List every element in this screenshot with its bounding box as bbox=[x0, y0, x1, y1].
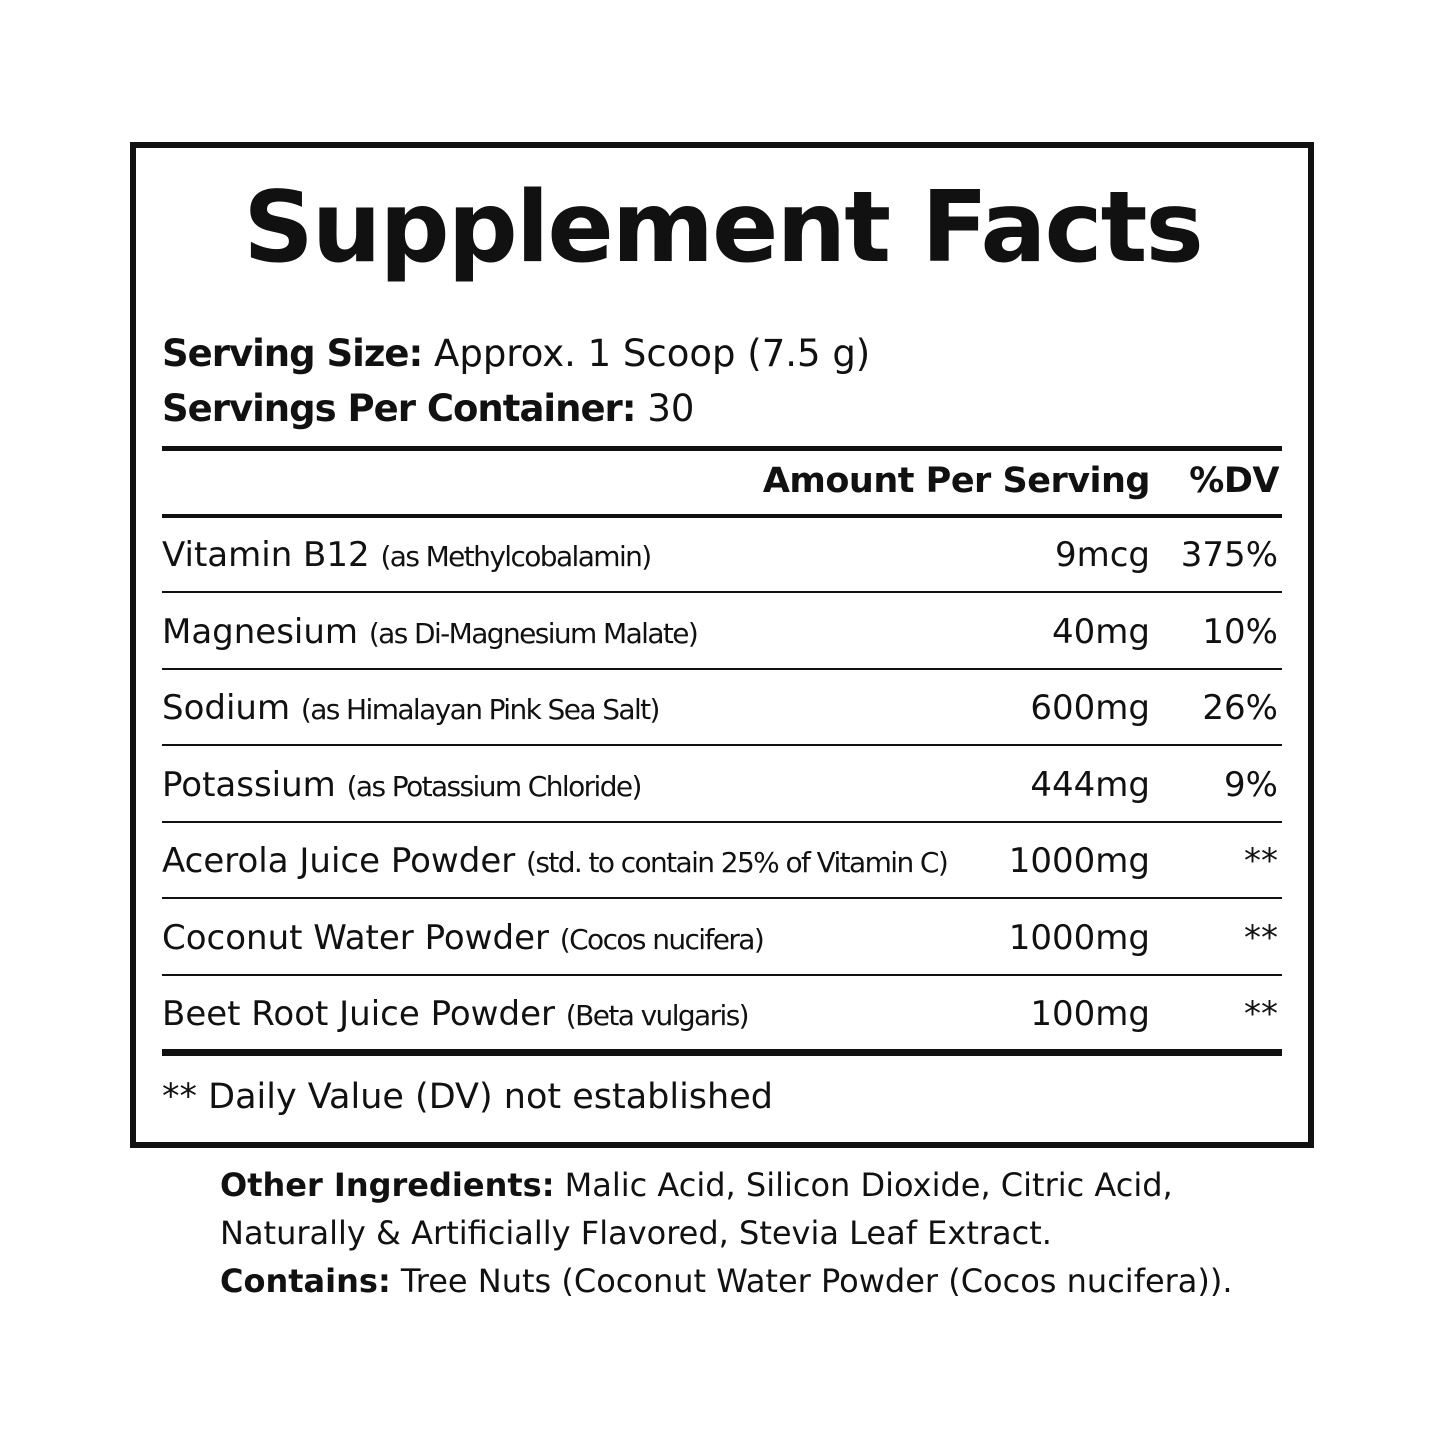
ingredient-name: Beet Root Juice Powder (Beta vulgaris) bbox=[162, 994, 750, 1034]
row-divider bbox=[162, 897, 1282, 899]
ingredient-amount: 600mg bbox=[1030, 688, 1150, 728]
other-ingredients-cont: Naturally & Artificially Flavored, Stevi… bbox=[220, 1214, 1052, 1252]
serving-size: Serving Size: Approx. 1 Scoop (7.5 g) bbox=[162, 332, 871, 375]
ingredient-name: Acerola Juice Powder (std. to contain 25… bbox=[162, 841, 949, 881]
divider-thick bbox=[162, 446, 1282, 451]
ingredient-source: (as Potassium Chloride) bbox=[346, 769, 643, 803]
row-divider bbox=[162, 667, 1282, 670]
table-row: Vitamin B12 (as Methylcobalamin) 9mcg 375% bbox=[162, 532, 1282, 578]
ingredient-source: (std. to contain 25% of Vitamin C) bbox=[526, 846, 949, 879]
header-dv: %DV bbox=[1189, 461, 1279, 501]
ingredient-dv: 9% bbox=[1224, 764, 1278, 805]
ingredient-dv: ** bbox=[1244, 841, 1278, 881]
table-row: Sodium (as Himalayan Pink Sea Salt) 600mg… bbox=[162, 685, 1282, 731]
row-divider bbox=[162, 744, 1282, 746]
table-row: Magnesium (as Di-Magnesium Malate) 40mg 10… bbox=[162, 609, 1282, 655]
table-row: Coconut Water Powder (Cocos nucifera) 100… bbox=[162, 915, 1282, 961]
ingredient-name: Magnesium (as Di-Magnesium Malate) bbox=[162, 611, 699, 652]
header-amount: Amount Per Serving bbox=[762, 461, 1151, 501]
ingredient-source: (Cocos nucifera) bbox=[559, 922, 765, 956]
ingredient-amount: 100mg bbox=[1030, 994, 1150, 1034]
ingredient-dv: 375% bbox=[1180, 535, 1278, 575]
ingredient-dv: ** bbox=[1244, 917, 1278, 958]
ingredient-dv: 26% bbox=[1202, 688, 1278, 728]
table-row: Potassium (as Potassium Chloride) 444mg 9% bbox=[162, 762, 1282, 808]
ingredient-source: (as Methylcobalamin) bbox=[380, 540, 652, 573]
ingredient-amount: 1000mg bbox=[1008, 917, 1150, 958]
contains: Contains: Tree Nuts (Coconut Water Powde… bbox=[220, 1262, 1233, 1300]
ingredient-name: Vitamin B12 (as Methylcobalamin) bbox=[162, 535, 652, 575]
ingredient-name: Sodium (as Himalayan Pink Sea Salt) bbox=[162, 688, 661, 728]
servings-per-container: Servings Per Container: 30 bbox=[162, 387, 695, 430]
other-ingredients: Other Ingredients: Malic Acid, Silicon D… bbox=[220, 1166, 1173, 1204]
table-row: Beet Root Juice Powder (Beta vulgaris) 10… bbox=[162, 991, 1282, 1037]
ingredient-name: Potassium (as Potassium Chloride) bbox=[162, 764, 643, 805]
ingredient-source: (as Himalayan Pink Sea Salt) bbox=[300, 693, 661, 726]
divider-medium bbox=[162, 514, 1282, 518]
footnote: ** Daily Value (DV) not established bbox=[162, 1077, 773, 1117]
ingredient-dv: 10% bbox=[1202, 611, 1278, 652]
row-divider bbox=[162, 591, 1282, 593]
ingredient-source: (Beta vulgaris) bbox=[565, 999, 750, 1032]
panel-title: Supplement Facts bbox=[243, 171, 1204, 285]
divider-bottom bbox=[162, 1049, 1282, 1056]
ingredient-amount: 9mcg bbox=[1054, 535, 1150, 575]
ingredient-amount: 1000mg bbox=[1008, 841, 1150, 881]
ingredient-amount: 40mg bbox=[1052, 611, 1150, 652]
table-row: Acerola Juice Powder (std. to contain 25… bbox=[162, 838, 1282, 884]
ingredient-amount: 444mg bbox=[1030, 764, 1150, 805]
ingredient-source: (as Di-Magnesium Malate) bbox=[368, 616, 699, 650]
supplement-facts-panel bbox=[130, 142, 1314, 1148]
row-divider bbox=[162, 820, 1282, 823]
ingredient-dv: ** bbox=[1244, 994, 1278, 1034]
ingredient-name: Coconut Water Powder (Cocos nucifera) bbox=[162, 917, 765, 958]
row-divider bbox=[162, 973, 1282, 976]
